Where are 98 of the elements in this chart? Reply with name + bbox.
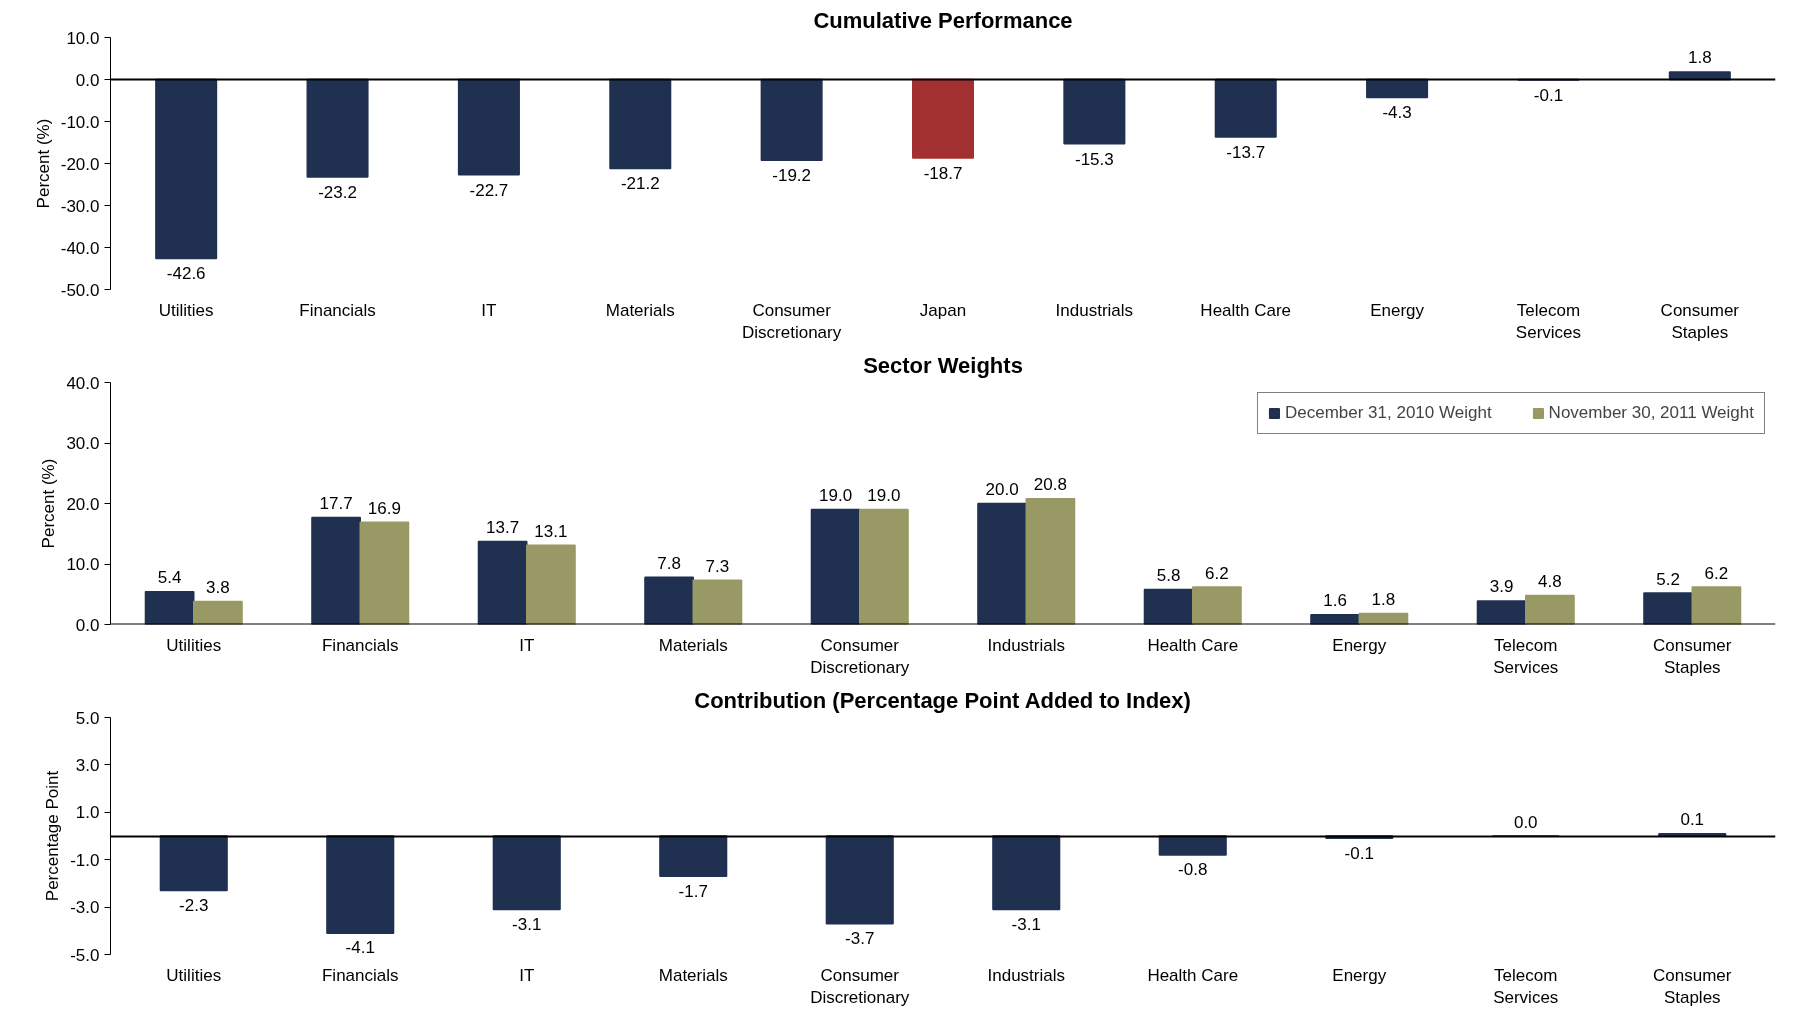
x-tick-label: IT (481, 300, 497, 320)
y-tick-label: 30.0 (66, 434, 100, 453)
data-label: 17.7 (319, 493, 353, 513)
x-tick-label: Consumer Staples (1653, 635, 1732, 678)
data-label: 7.8 (657, 553, 681, 573)
data-label: 0.0 (1513, 812, 1538, 832)
data-label: -13.7 (1226, 142, 1266, 162)
y-tick-label: 0.0 (75, 615, 100, 635)
x-tick-label: Telecom Services (1493, 965, 1559, 1008)
y-axis-title: Percentage Point (43, 770, 63, 902)
x-tick-label: Financials (321, 635, 399, 655)
y-tick-label: -5.0 (70, 945, 100, 965)
y-tick-label: -3.0 (70, 898, 100, 918)
x-tick-label: Consumer Staples (1653, 965, 1732, 1008)
x-tick-label: Health Care (1147, 965, 1239, 985)
data-label: 4.8 (1538, 571, 1562, 591)
data-label: -1.7 (678, 881, 708, 901)
data-label: 3.9 (1489, 577, 1514, 597)
data-label: 7.3 (705, 556, 730, 576)
y-tick-label: -40.0 (60, 238, 100, 258)
data-label: -4.3 (1382, 103, 1412, 123)
y-tick-label: 40.0 (66, 373, 100, 393)
x-tick-label: Telecom Services (1515, 300, 1582, 343)
data-label: 0.1 (1680, 810, 1705, 830)
data-label: 5.8 (1156, 565, 1181, 585)
x-tick-label: Japan (919, 300, 967, 320)
data-label: 3.8 (206, 578, 230, 598)
y-axis-title: Percent (%) (39, 458, 59, 549)
data-label: 6.2 (1205, 563, 1229, 583)
x-tick-label: Health Care (1200, 300, 1292, 320)
x-tick-label: Materials (658, 965, 728, 985)
data-label: -0.1 (1344, 843, 1374, 863)
y-axis-title: Percent (%) (33, 118, 53, 209)
x-tick-label: Energy (1332, 635, 1387, 655)
x-tick-label: Consumer Discretionary (810, 965, 910, 1008)
y-tick-label: 10.0 (66, 28, 100, 48)
y-tick-label: 5.0 (75, 708, 100, 728)
data-label: 19.0 (819, 486, 853, 506)
x-tick-label: Financials (321, 965, 399, 985)
x-tick-label: Consumer Discretionary (742, 300, 842, 343)
data-label: -3.7 (845, 928, 875, 948)
data-label: -0.8 (1178, 860, 1208, 880)
data-label: 20.0 (985, 480, 1019, 500)
y-tick-label: -1.0 (70, 850, 100, 870)
data-label: 1.8 (1371, 590, 1396, 610)
data-label: -22.7 (469, 180, 509, 200)
y-tick-label: 3.0 (75, 755, 100, 775)
x-tick-label: Materials (605, 300, 675, 320)
data-label: -21.2 (620, 174, 660, 194)
x-tick-label: Materials (658, 635, 728, 655)
x-tick-label: Financials (299, 300, 376, 320)
y-tick-label: -50.0 (60, 280, 100, 300)
data-label: 6.2 (1704, 563, 1729, 583)
y-tick-label: 20.0 (66, 494, 100, 514)
y-tick-label: -10.0 (60, 112, 100, 132)
x-tick-label: Health Care (1147, 635, 1239, 655)
legend-label: November 30, 2011 Weight (1548, 403, 1754, 423)
data-label: 5.2 (1656, 569, 1680, 589)
x-tick-label: Energy (1370, 300, 1425, 320)
x-tick-label: IT (519, 635, 535, 655)
x-tick-label: Utilities (166, 635, 222, 655)
chart-title: Contribution (Percentage Point Added to Index) (694, 687, 1191, 713)
y-tick-label: 0.0 (75, 70, 100, 90)
data-label: 20.8 (1033, 475, 1067, 495)
data-label: -15.3 (1074, 149, 1114, 169)
data-label: -42.6 (166, 264, 206, 284)
y-tick-label: 1.0 (75, 803, 100, 823)
y-tick-label: -20.0 (60, 154, 100, 174)
x-tick-label: Energy (1332, 965, 1387, 985)
data-label: -18.7 (923, 163, 963, 183)
x-tick-label: Industrials (987, 635, 1065, 655)
data-label: 1.8 (1688, 48, 1712, 68)
x-tick-label: Industrials (987, 965, 1065, 985)
chart-title: Cumulative Performance (813, 7, 1073, 33)
chart-title: Sector Weights (863, 352, 1023, 378)
data-label: -3.1 (1011, 914, 1041, 934)
data-label: 13.7 (486, 518, 520, 538)
data-label: -19.2 (772, 165, 812, 185)
legend-label: December 31, 2010 Weight (1284, 403, 1492, 423)
x-tick-label: Utilities (158, 300, 214, 320)
data-label: -4.1 (345, 938, 375, 958)
x-tick-label: Telecom Services (1493, 635, 1559, 678)
data-label: 13.1 (534, 521, 568, 541)
data-label: -2.3 (179, 895, 209, 915)
x-tick-label: Consumer Discretionary (810, 635, 910, 678)
data-label: 1.6 (1323, 591, 1347, 611)
x-tick-label: Consumer Staples (1660, 300, 1740, 343)
y-tick-label: 10.0 (66, 555, 100, 574)
data-label: -23.2 (318, 182, 357, 202)
data-label: 16.9 (367, 498, 401, 518)
x-tick-label: Industrials (1055, 300, 1134, 320)
x-tick-label: Utilities (166, 965, 222, 985)
data-label: 19.0 (867, 486, 901, 506)
data-label: 5.4 (157, 568, 182, 588)
data-label: -0.1 (1533, 85, 1564, 105)
x-tick-label: IT (519, 965, 535, 985)
y-tick-label: -30.0 (60, 196, 100, 216)
data-label: -3.1 (512, 914, 542, 934)
